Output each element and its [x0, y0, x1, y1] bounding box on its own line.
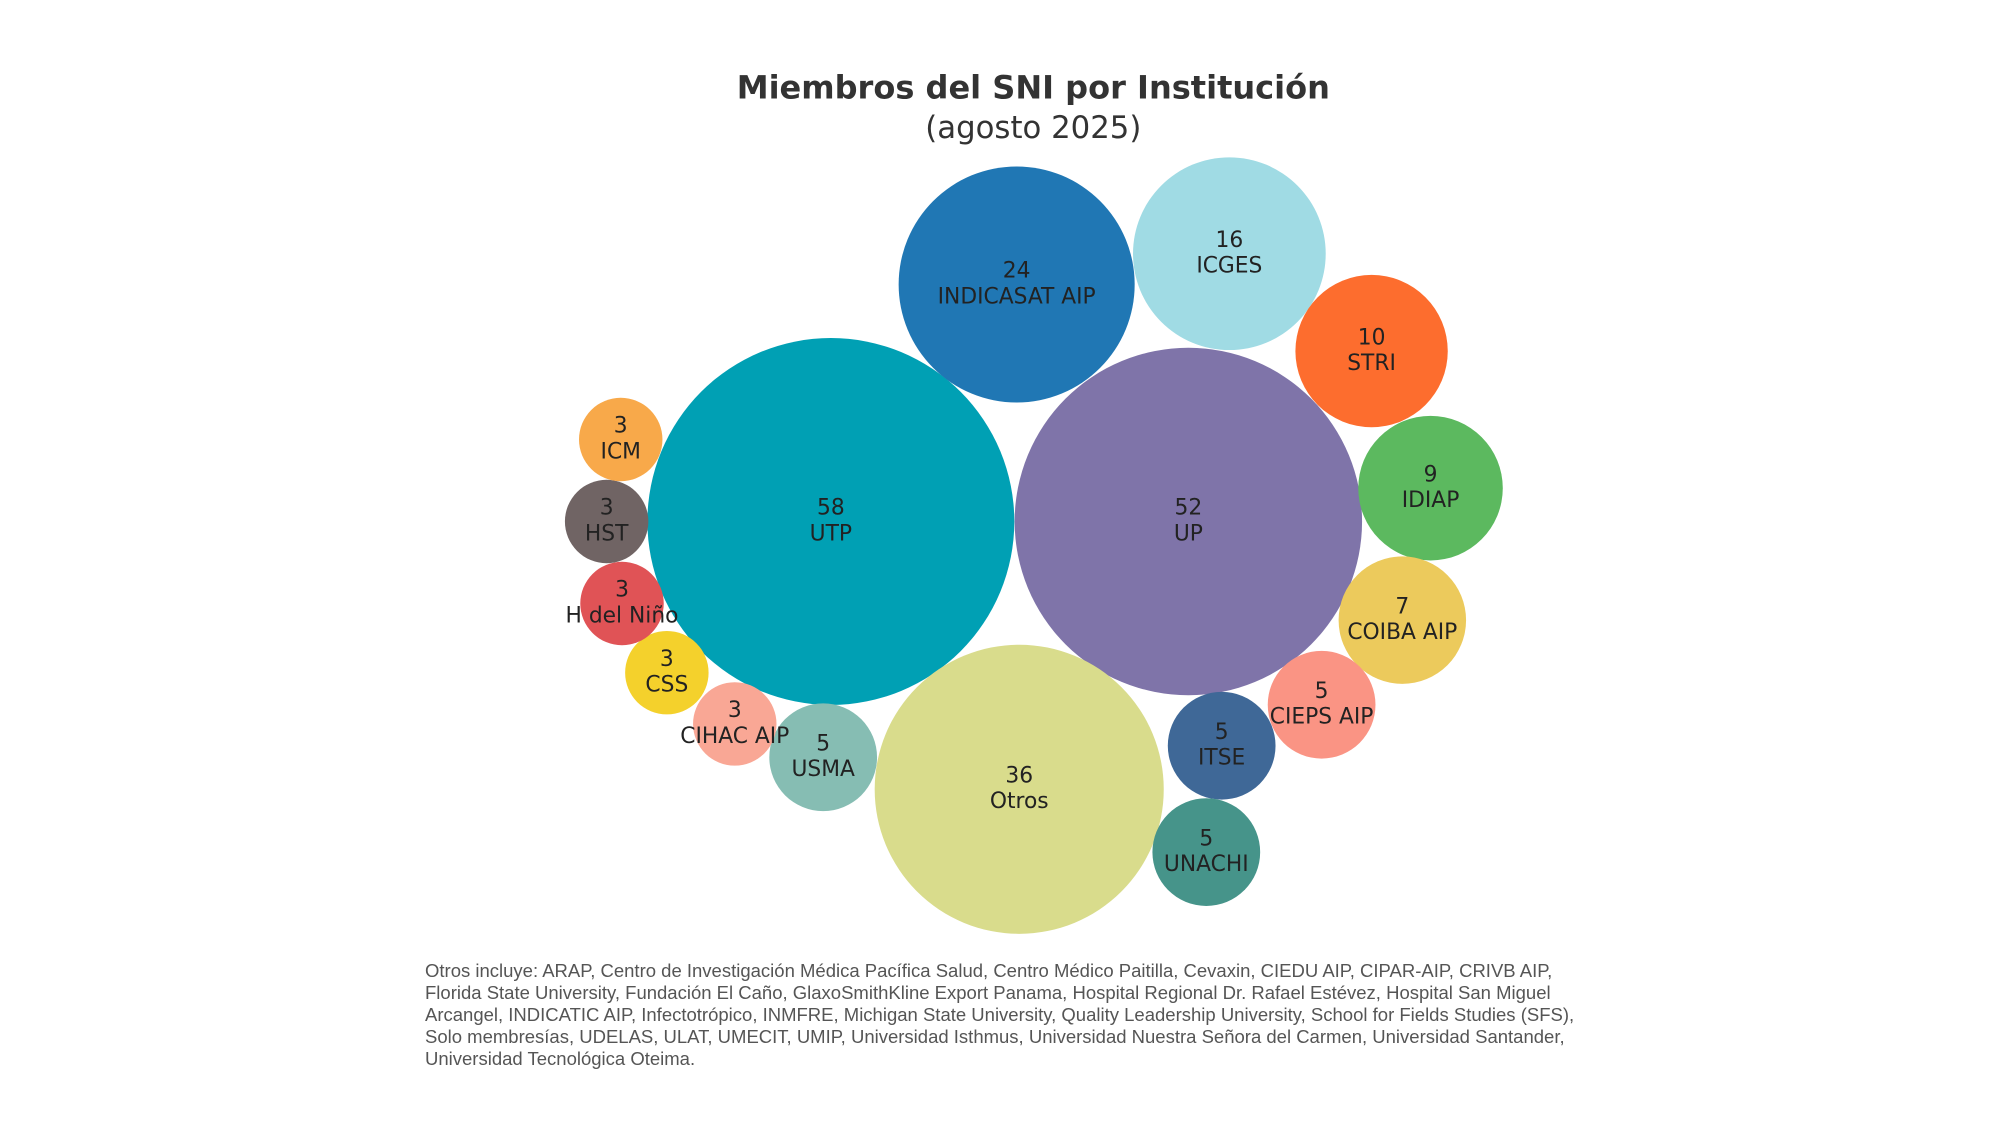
bubble	[580, 561, 664, 646]
bubble-category-label: UTP	[810, 521, 852, 546]
bubble-category-label: Otros	[990, 789, 1049, 814]
bubble-value-label: 5	[1315, 679, 1329, 704]
bubble-value-label: 9	[1424, 462, 1438, 487]
bubble-value-label: 36	[1005, 763, 1033, 788]
bubble-value-label: 3	[600, 496, 614, 521]
bubble-category-label: INDICASAT AIP	[938, 284, 1096, 309]
bubble	[1133, 157, 1326, 351]
bubble	[1338, 556, 1467, 684]
bubble	[1267, 650, 1376, 759]
bubble-category-label: CIEPS AIP	[1270, 705, 1374, 730]
bubble-value-label: 3	[614, 414, 628, 439]
bubble-category-label: HST	[585, 521, 629, 546]
bubble-category-label: CIHAC AIP	[680, 724, 789, 749]
bubble-value-label: 7	[1395, 594, 1409, 619]
bubble-value-label: 3	[728, 698, 742, 723]
bubble	[898, 166, 1135, 403]
bubble-category-label: UP	[1174, 521, 1203, 546]
bubble	[1152, 798, 1261, 906]
bubble-category-label: CSS	[645, 673, 688, 698]
bubble-value-label: 5	[816, 731, 830, 756]
bubble-value-label: 3	[660, 647, 674, 672]
chart-subtitle: (agosto 2025)	[925, 110, 1141, 146]
bubble-value-label: 16	[1216, 228, 1244, 253]
bubble-category-label: STRI	[1347, 351, 1396, 376]
bubble	[1167, 691, 1276, 800]
bubble-value-label: 5	[1199, 826, 1213, 851]
bubble	[769, 703, 878, 812]
bubble-category-label: ITSE	[1198, 746, 1245, 771]
bubble	[693, 682, 777, 766]
bubble	[625, 630, 709, 715]
bubble-value-label: 58	[817, 496, 845, 521]
footnote: Otros incluye: ARAP, Centro de Investiga…	[425, 960, 1575, 1069]
bubble-category-label: IDIAP	[1402, 488, 1460, 513]
bubble	[1358, 415, 1503, 561]
bubble-category-label: ICGES	[1196, 254, 1262, 279]
bubble-category-label: H del Niño	[566, 603, 679, 628]
bubble	[564, 479, 649, 564]
bubble-value-label: 3	[615, 578, 629, 603]
bubble-value-label: 24	[1003, 259, 1031, 284]
bubble-category-label: ICM	[601, 439, 641, 464]
bubble-value-label: 5	[1215, 720, 1229, 745]
bubble	[1295, 274, 1448, 428]
bubble-category-label: USMA	[791, 757, 855, 782]
bubble	[874, 644, 1164, 934]
bubble-value-label: 10	[1358, 325, 1386, 350]
bubble-category-label: UNACHI	[1164, 852, 1249, 877]
bubble-category-label: COIBA AIP	[1347, 620, 1457, 645]
chart-title: Miembros del SNI por Institución	[737, 69, 1330, 107]
bubble	[647, 338, 1015, 705]
bubble	[579, 397, 663, 482]
bubble-value-label: 52	[1175, 496, 1203, 521]
bubble	[1014, 347, 1363, 696]
